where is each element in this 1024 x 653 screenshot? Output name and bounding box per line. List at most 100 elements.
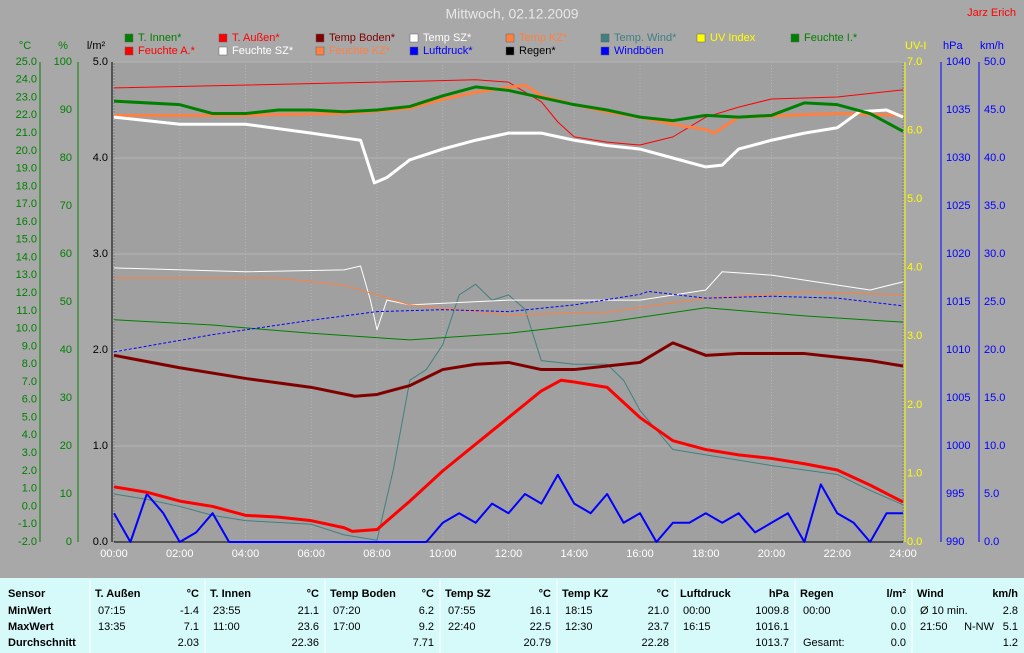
legend-label: Temp KZ* [519, 32, 568, 44]
y-tick-label: 2.0 [22, 465, 37, 477]
y-tick-label: 2.0 [93, 344, 108, 356]
y-tick-label: 0 [66, 536, 72, 548]
y-tick-label: 5.0 [984, 488, 999, 500]
cell: 00:00 [683, 605, 711, 617]
table-background [0, 578, 1024, 653]
y-tick-label: 2.0 [907, 399, 922, 411]
row-label: MinWert [8, 605, 52, 617]
labels: °C -2.0 -1.0 0.0 1.0 2.0 3.0 4.0 5.0 6.0 7.0 8.0 9.0… [8, 32, 1018, 653]
y-tick-label: 990 [946, 536, 964, 548]
legend-swatch [315, 33, 325, 43]
y-tick-label: 1040 [946, 56, 970, 68]
y-tick-label: 1035 [946, 104, 970, 116]
y-tick-label: 7.0 [907, 56, 922, 68]
cell: 00:00 [803, 605, 831, 617]
axis-title: % [58, 40, 68, 52]
author: Jarz Erich [967, 7, 1016, 19]
legend-swatch [696, 33, 706, 43]
legend-label: Feuchte A.* [138, 45, 196, 57]
y-tick-label: 15.0 [16, 234, 37, 246]
chart-title: Mittwoch, 02.12.2009 [445, 6, 578, 22]
legend-swatch [409, 46, 419, 56]
y-tick-label: 10.0 [984, 440, 1005, 452]
legend-label: T. Außen* [232, 32, 280, 44]
y-tick-label: 7.0 [22, 376, 37, 388]
cell: 0.0 [891, 621, 906, 633]
y-tick-label: 12.0 [16, 287, 37, 299]
y-tick-label: 45.0 [984, 104, 1005, 116]
x-tick-label: 10:00 [429, 548, 457, 560]
y-tick-label: 0.0 [93, 536, 108, 548]
x-tick-label: 18:00 [692, 548, 720, 560]
y-tick-label: 0.0 [907, 536, 922, 548]
x-tick-label: 22:00 [823, 548, 851, 560]
legend-swatch [409, 33, 419, 43]
cell: 07:15 [98, 605, 126, 617]
cell: 20.79 [523, 637, 551, 649]
cell: 21:50 [920, 621, 948, 633]
y-tick-label: 3.0 [93, 248, 108, 260]
y-tick-label: 40.0 [984, 152, 1005, 164]
y-tick-label: 5.0 [907, 193, 922, 205]
y-tick-label: 30 [60, 392, 72, 404]
y-tick-label: 14.0 [16, 251, 37, 263]
legend-label: T. Innen* [138, 32, 182, 44]
y-tick-label: 4.0 [22, 429, 37, 441]
y-tick-label: 1005 [946, 392, 970, 404]
x-tick-label: 12:00 [495, 548, 523, 560]
y-tick-label: 6.0 [907, 124, 922, 136]
column-header: T. Innen [210, 588, 251, 600]
column-header: Temp SZ [445, 588, 491, 600]
y-tick-label: 15.0 [984, 392, 1005, 404]
legend-swatch [218, 46, 228, 56]
cell: 1016.1 [755, 621, 789, 633]
cell: 07:20 [333, 605, 361, 617]
legend-swatch [505, 33, 515, 43]
y-tick-label: 20.0 [984, 344, 1005, 356]
y-tick-label: -1.0 [18, 518, 37, 530]
cell: 9.2 [419, 621, 434, 633]
series-line [113, 307, 904, 341]
series-line [113, 85, 904, 133]
cell: 2.03 [178, 637, 199, 649]
cell: 1013.7 [755, 637, 789, 649]
column-unit: °C [539, 588, 551, 600]
column-unit: km/h [992, 588, 1018, 600]
y-tick-label: 25.0 [984, 296, 1005, 308]
legend-label: Temp Boden* [329, 32, 396, 44]
cell: 7.1 [184, 621, 199, 633]
y-tick-label: 1010 [946, 344, 970, 356]
series-line [113, 283, 904, 541]
y-tick-label: 25.0 [16, 56, 37, 68]
cell: 22.36 [291, 637, 319, 649]
x-tick-label: 16:00 [626, 548, 654, 560]
cell: N-NW [964, 621, 995, 633]
cell: 2.8 [1003, 605, 1018, 617]
axis-title: hPa [943, 40, 963, 52]
axis-title: l/m² [87, 40, 106, 52]
legend-swatch [124, 33, 134, 43]
cell: 22:40 [448, 621, 476, 633]
x-tick-label: 08:00 [363, 548, 391, 560]
legend-label: Windböen [614, 45, 664, 57]
column-header: T. Außen [95, 588, 141, 600]
cell: 6.2 [419, 605, 434, 617]
legend-swatch [218, 33, 228, 43]
legend-swatch [790, 33, 800, 43]
y-tick-label: 21.0 [16, 127, 37, 139]
column-header: Regen [800, 588, 834, 600]
cell: -1.4 [180, 605, 199, 617]
series-line [113, 108, 904, 185]
y-tick-label: 1020 [946, 248, 970, 260]
x-tick-label: 20:00 [758, 548, 786, 560]
cell: 07:55 [448, 605, 476, 617]
cell: 1.2 [1003, 637, 1018, 649]
cell: 0.0 [891, 637, 906, 649]
y-tick-label: 0.0 [22, 500, 37, 512]
cell: 7.71 [413, 637, 434, 649]
cell: Ø 10 min. [920, 605, 968, 617]
y-tick-label: 4.0 [907, 262, 922, 274]
legend-swatch [505, 46, 515, 56]
column-unit: °C [187, 588, 199, 600]
